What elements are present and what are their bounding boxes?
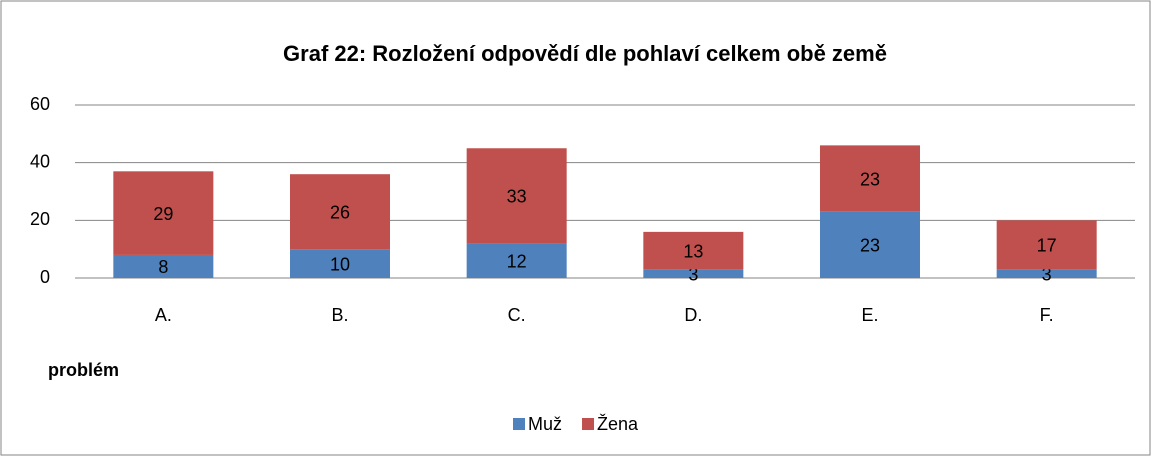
legend-swatch xyxy=(582,418,595,430)
bar-segment xyxy=(643,231,744,270)
bar-segment xyxy=(996,220,1097,270)
bar-segment xyxy=(820,211,920,278)
chart-title: Graf 22: Rozložení odpovědí dle pohlaví … xyxy=(283,41,887,66)
legend-label: Muž xyxy=(528,414,562,434)
bar-segment xyxy=(466,243,567,278)
y-tick-label: 0 xyxy=(40,267,50,287)
bar-segment xyxy=(113,254,214,278)
x-tick-label: B. xyxy=(331,305,348,325)
bar-segment xyxy=(820,145,920,212)
data-label: 8 xyxy=(158,257,168,277)
data-label: 3 xyxy=(688,264,698,284)
x-tick-label: D. xyxy=(684,305,702,325)
bar-segment xyxy=(643,269,744,278)
bar-segment xyxy=(466,148,567,244)
legend-swatch xyxy=(513,418,525,430)
x-tick-label: A. xyxy=(155,305,172,325)
bar-segment xyxy=(290,249,390,278)
bar-segment xyxy=(113,171,214,255)
data-label: 3 xyxy=(1042,264,1052,284)
y-tick-label: 60 xyxy=(30,94,50,114)
data-label: 23 xyxy=(860,169,880,189)
y-tick-label: 20 xyxy=(30,209,50,229)
data-label: 33 xyxy=(507,187,527,207)
bar-segment xyxy=(290,174,390,250)
bar-segment xyxy=(996,269,1097,278)
x-tick-label: F. xyxy=(1040,305,1054,325)
data-label: 13 xyxy=(683,241,703,261)
data-label: 17 xyxy=(1037,236,1057,256)
data-label: 26 xyxy=(330,202,350,222)
data-label: 23 xyxy=(860,236,880,256)
data-label: 10 xyxy=(330,254,350,274)
x-tick-label: E. xyxy=(861,305,878,325)
x-axis-label: problém xyxy=(48,360,119,380)
data-label: 29 xyxy=(153,204,173,224)
data-label: 12 xyxy=(507,251,527,271)
y-tick-label: 40 xyxy=(30,151,50,171)
x-tick-label: C. xyxy=(508,305,526,325)
legend-label: Žena xyxy=(597,414,639,434)
